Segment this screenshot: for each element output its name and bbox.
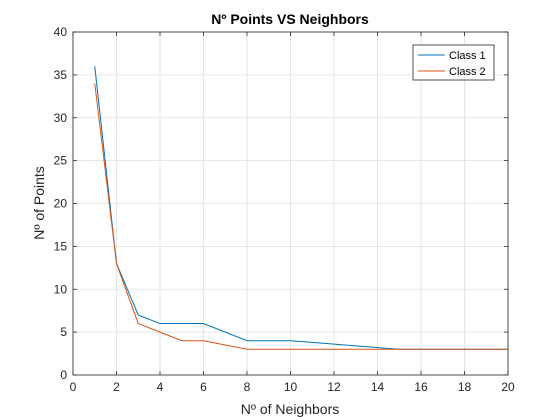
legend-label-class-2: Class 2 bbox=[449, 66, 486, 78]
legend-box bbox=[412, 44, 495, 81]
x-tick-label: 4 bbox=[157, 380, 164, 394]
y-axis-label: Nº of Points bbox=[31, 166, 47, 240]
x-tick-label: 14 bbox=[371, 380, 385, 394]
y-tick-label: 35 bbox=[54, 68, 68, 82]
y-tick-label: 30 bbox=[54, 111, 68, 125]
x-tick-label: 16 bbox=[414, 380, 428, 394]
legend: Class 1 Class 2 bbox=[412, 44, 495, 81]
series-line-class-2 bbox=[94, 83, 508, 350]
y-tick-label: 15 bbox=[54, 239, 68, 253]
y-tick-label: 10 bbox=[54, 282, 68, 296]
y-tick-labels: 0 5 10 15 20 25 30 35 40 bbox=[54, 25, 68, 382]
x-tick-label: 0 bbox=[70, 380, 77, 394]
y-tick-label: 40 bbox=[54, 25, 68, 39]
x-axis-label: Nº of Neighbors bbox=[241, 401, 340, 417]
chart-title: Nº Points VS Neighbors bbox=[211, 11, 369, 27]
y-tick-label: 0 bbox=[60, 368, 67, 382]
series-lines bbox=[94, 66, 508, 350]
x-tick-label: 6 bbox=[200, 380, 207, 394]
y-tick-label: 20 bbox=[54, 197, 68, 211]
y-tick-label: 25 bbox=[54, 154, 68, 168]
x-tick-labels: 0 2 4 6 8 10 12 14 16 18 20 bbox=[70, 380, 515, 394]
x-tick-label: 8 bbox=[244, 380, 251, 394]
legend-label-class-1: Class 1 bbox=[449, 50, 486, 62]
x-tick-label: 12 bbox=[327, 380, 341, 394]
x-tick-label: 20 bbox=[501, 380, 515, 394]
ticks bbox=[72, 31, 509, 376]
x-tick-label: 18 bbox=[458, 380, 472, 394]
y-tick-label: 5 bbox=[60, 325, 67, 339]
x-tick-label: 2 bbox=[113, 380, 120, 394]
x-tick-label: 10 bbox=[284, 380, 298, 394]
